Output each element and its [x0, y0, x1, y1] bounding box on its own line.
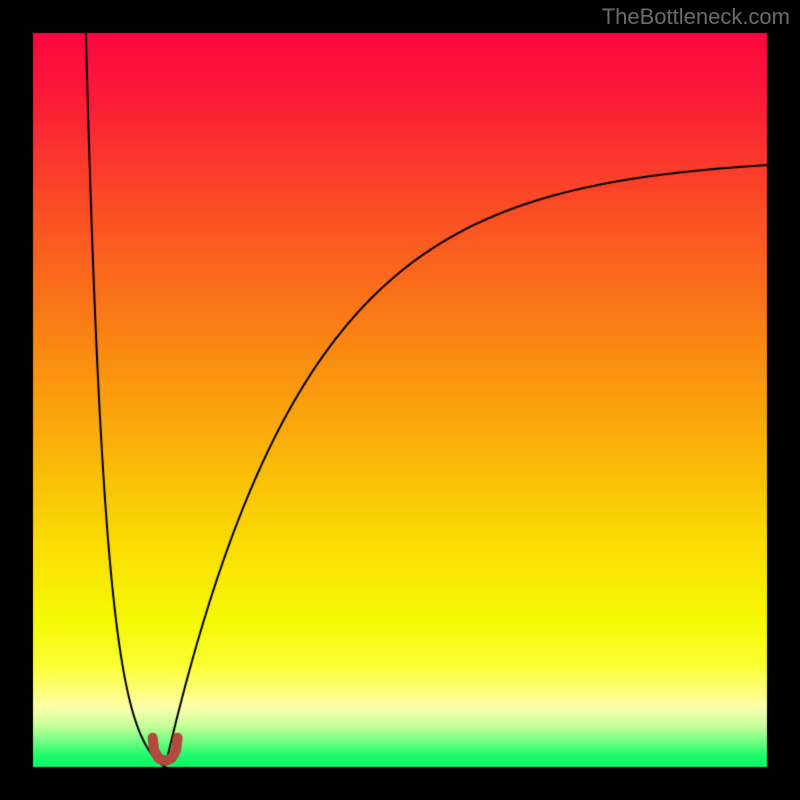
site-watermark: TheBottleneck.com [602, 4, 790, 30]
bottleneck-chart [0, 0, 800, 800]
